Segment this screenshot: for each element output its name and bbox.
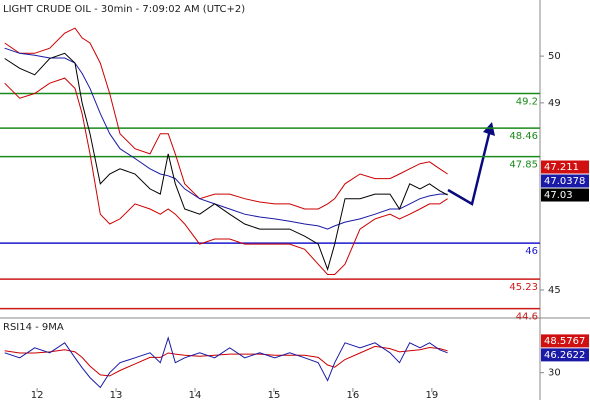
x-tick-label: 12 — [31, 390, 44, 400]
panel-title: RSI14 - 9MA — [3, 322, 64, 333]
level-label: 44.6 — [516, 312, 538, 323]
level-label: 45.23 — [509, 282, 538, 293]
level-label: 48.46 — [509, 131, 538, 142]
y-tick-label: 45 — [548, 285, 561, 296]
y-tick-label: 30 — [548, 368, 561, 379]
series-line — [4, 77, 448, 275]
price-marker — [541, 160, 589, 174]
y-tick-label: 49 — [548, 98, 561, 109]
series-line — [4, 47, 448, 230]
x-tick-label: 14 — [189, 390, 202, 400]
x-tick-label: 19 — [425, 390, 438, 400]
price-marker — [541, 334, 589, 348]
series-line — [4, 345, 448, 377]
series-line — [4, 52, 448, 272]
price-marker-label: 47.211 — [544, 162, 579, 173]
level-label: 49.2 — [516, 97, 538, 108]
x-tick-label: 13 — [110, 390, 123, 400]
y-tick-label: 50 — [548, 51, 561, 62]
panel-title: LIGHT CRUDE OIL - 30min - 7:09:02 AM (UT… — [3, 4, 245, 15]
level-label: 47.85 — [509, 160, 538, 171]
series-line — [4, 27, 448, 210]
price-marker-label: 46.2622 — [544, 350, 585, 361]
price-marker — [541, 188, 589, 202]
x-tick-label: 16 — [347, 390, 360, 400]
price-marker-label: 48.5767 — [544, 336, 585, 347]
price-marker — [541, 348, 589, 362]
price-marker-label: 47.03 — [544, 190, 573, 201]
x-tick-label: 15 — [268, 390, 281, 400]
price-marker — [541, 174, 589, 188]
level-label: 46 — [525, 246, 538, 257]
arrow-head — [483, 122, 495, 136]
series-line — [4, 336, 448, 389]
price-marker-label: 47.0378 — [544, 176, 585, 187]
projection-arrow — [447, 129, 492, 206]
